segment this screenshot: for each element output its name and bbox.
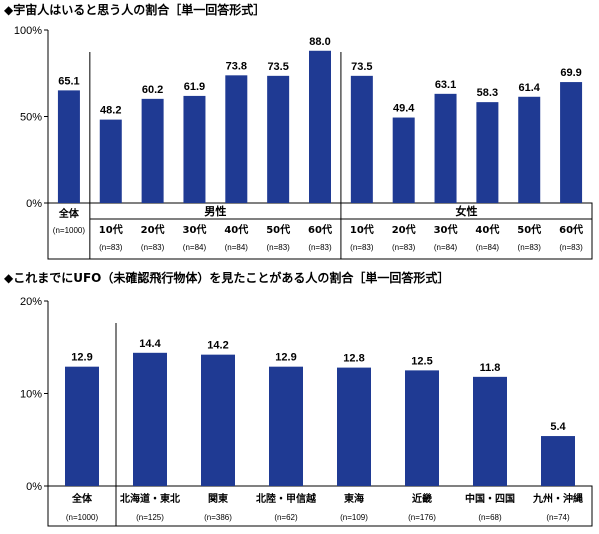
- category-label: 10代: [350, 223, 374, 236]
- category-label: 北陸・甲信越: [256, 492, 317, 505]
- data-label: 14.4: [139, 338, 161, 350]
- bar: [225, 75, 248, 203]
- data-label: 48.2: [100, 105, 121, 117]
- data-label: 14.2: [207, 340, 228, 352]
- category-table: [47, 485, 593, 527]
- data-label: 12.8: [343, 353, 364, 365]
- y-tick-label: 50%: [20, 112, 42, 124]
- category-label: 40代: [475, 223, 499, 236]
- sample-size-label: (n=84): [434, 243, 458, 252]
- sample-size-label: (n=62): [274, 513, 298, 522]
- data-label: 88.0: [309, 36, 330, 48]
- data-label: 12.5: [411, 355, 432, 367]
- data-label: 69.9: [560, 67, 581, 79]
- sample-size-label: (n=83): [518, 243, 542, 252]
- sample-size-label: (n=176): [408, 513, 436, 522]
- sample-size-label: (n=125): [136, 513, 164, 522]
- category-label: 関東: [208, 492, 228, 505]
- data-label: 58.3: [477, 87, 498, 99]
- bar: [392, 117, 415, 203]
- category-label: 中国・四国: [465, 492, 515, 505]
- y-tick-label: 0%: [26, 481, 42, 493]
- data-label: 61.9: [184, 81, 205, 93]
- sample-size-label: (n=74): [546, 513, 570, 522]
- sample-size-label: (n=84): [225, 243, 249, 252]
- bar: [267, 75, 290, 203]
- sample-size-label: (n=84): [476, 243, 500, 252]
- chart-1-title: ◆宇宙人はいると思う人の割合［単一回答形式］: [4, 2, 265, 17]
- bar: [269, 366, 303, 486]
- category-label: 近畿: [412, 492, 432, 505]
- category-label: 50代: [266, 223, 290, 236]
- category-label: 全体: [71, 492, 93, 505]
- bar: [434, 93, 457, 203]
- category-label: 30代: [434, 223, 458, 236]
- sample-size-label: (n=83): [392, 243, 416, 252]
- sample-size-label: (n=83): [308, 243, 332, 252]
- sample-size-label: (n=83): [141, 243, 165, 252]
- bar: [473, 376, 507, 486]
- bar: [560, 82, 583, 203]
- data-label: 73.5: [351, 61, 372, 73]
- group-header-label: 女性: [455, 204, 477, 218]
- y-tick-label: 10%: [20, 389, 42, 401]
- bar: [350, 75, 373, 203]
- data-label: 73.5: [267, 61, 288, 73]
- bar: [141, 98, 164, 203]
- category-label: 30代: [183, 223, 207, 236]
- bar: [309, 50, 331, 204]
- bar: [183, 95, 206, 203]
- bar: [133, 352, 167, 486]
- data-label: 12.9: [275, 352, 296, 364]
- y-tick-label: 100%: [14, 25, 42, 37]
- bar: [518, 96, 541, 203]
- sample-size-label: (n=83): [559, 243, 583, 252]
- data-label: 61.4: [519, 82, 541, 94]
- category-label: 50代: [517, 223, 541, 236]
- y-tick-label: 0%: [26, 198, 42, 210]
- data-label: 5.4: [550, 421, 566, 433]
- data-label: 63.1: [435, 79, 456, 91]
- data-label: 65.1: [58, 75, 79, 87]
- group-header-label: 男性: [204, 204, 226, 218]
- bar: [476, 102, 499, 203]
- bar: [337, 367, 371, 486]
- category-label: 10代: [99, 223, 123, 236]
- bar: [405, 370, 439, 486]
- bar: [57, 90, 80, 203]
- sample-size-label: (n=83): [99, 243, 123, 252]
- data-label: 49.4: [393, 103, 415, 115]
- sample-size-label: (n=1000): [66, 513, 99, 522]
- sample-size-label: (n=83): [266, 243, 290, 252]
- sample-size-label: (n=1000): [53, 226, 86, 235]
- chart-1: 0% 50% 100% 男性 女性 65.1 全体 (n=1000) 48.2 10代 (n=83)…: [14, 25, 593, 260]
- category-label: 60代: [308, 223, 332, 236]
- bar: [99, 119, 122, 203]
- sample-size-label: (n=386): [204, 513, 232, 522]
- data-label: 73.8: [226, 60, 247, 72]
- bar: [541, 436, 575, 486]
- category-label: 九州・沖縄: [532, 492, 583, 505]
- category-label: 全体: [58, 207, 80, 220]
- category-label: 北海道・東北: [120, 492, 180, 505]
- data-label: 12.9: [71, 352, 92, 364]
- data-label: 11.8: [480, 362, 501, 374]
- category-label: 東海: [344, 492, 364, 505]
- data-label: 60.2: [142, 84, 163, 96]
- bar: [201, 354, 235, 486]
- bar: [65, 366, 99, 486]
- category-label: 40代: [224, 223, 248, 236]
- sample-size-label: (n=109): [340, 513, 368, 522]
- chart-2-title: ◆これまでにUFO（未確認飛行物体）を見たことがある人の割合［単一回答形式］: [4, 270, 449, 285]
- category-label: 20代: [141, 223, 165, 236]
- sample-size-label: (n=68): [478, 513, 502, 522]
- category-label: 60代: [559, 223, 583, 236]
- y-tick-label: 20%: [20, 296, 42, 308]
- sample-size-label: (n=83): [350, 243, 374, 252]
- chart-2: 0% 10% 20% 12.9 全体 (n=1000) 14.4 北海道・東北 (n=125) 1…: [20, 296, 593, 527]
- category-label: 20代: [392, 223, 416, 236]
- sample-size-label: (n=84): [183, 243, 207, 252]
